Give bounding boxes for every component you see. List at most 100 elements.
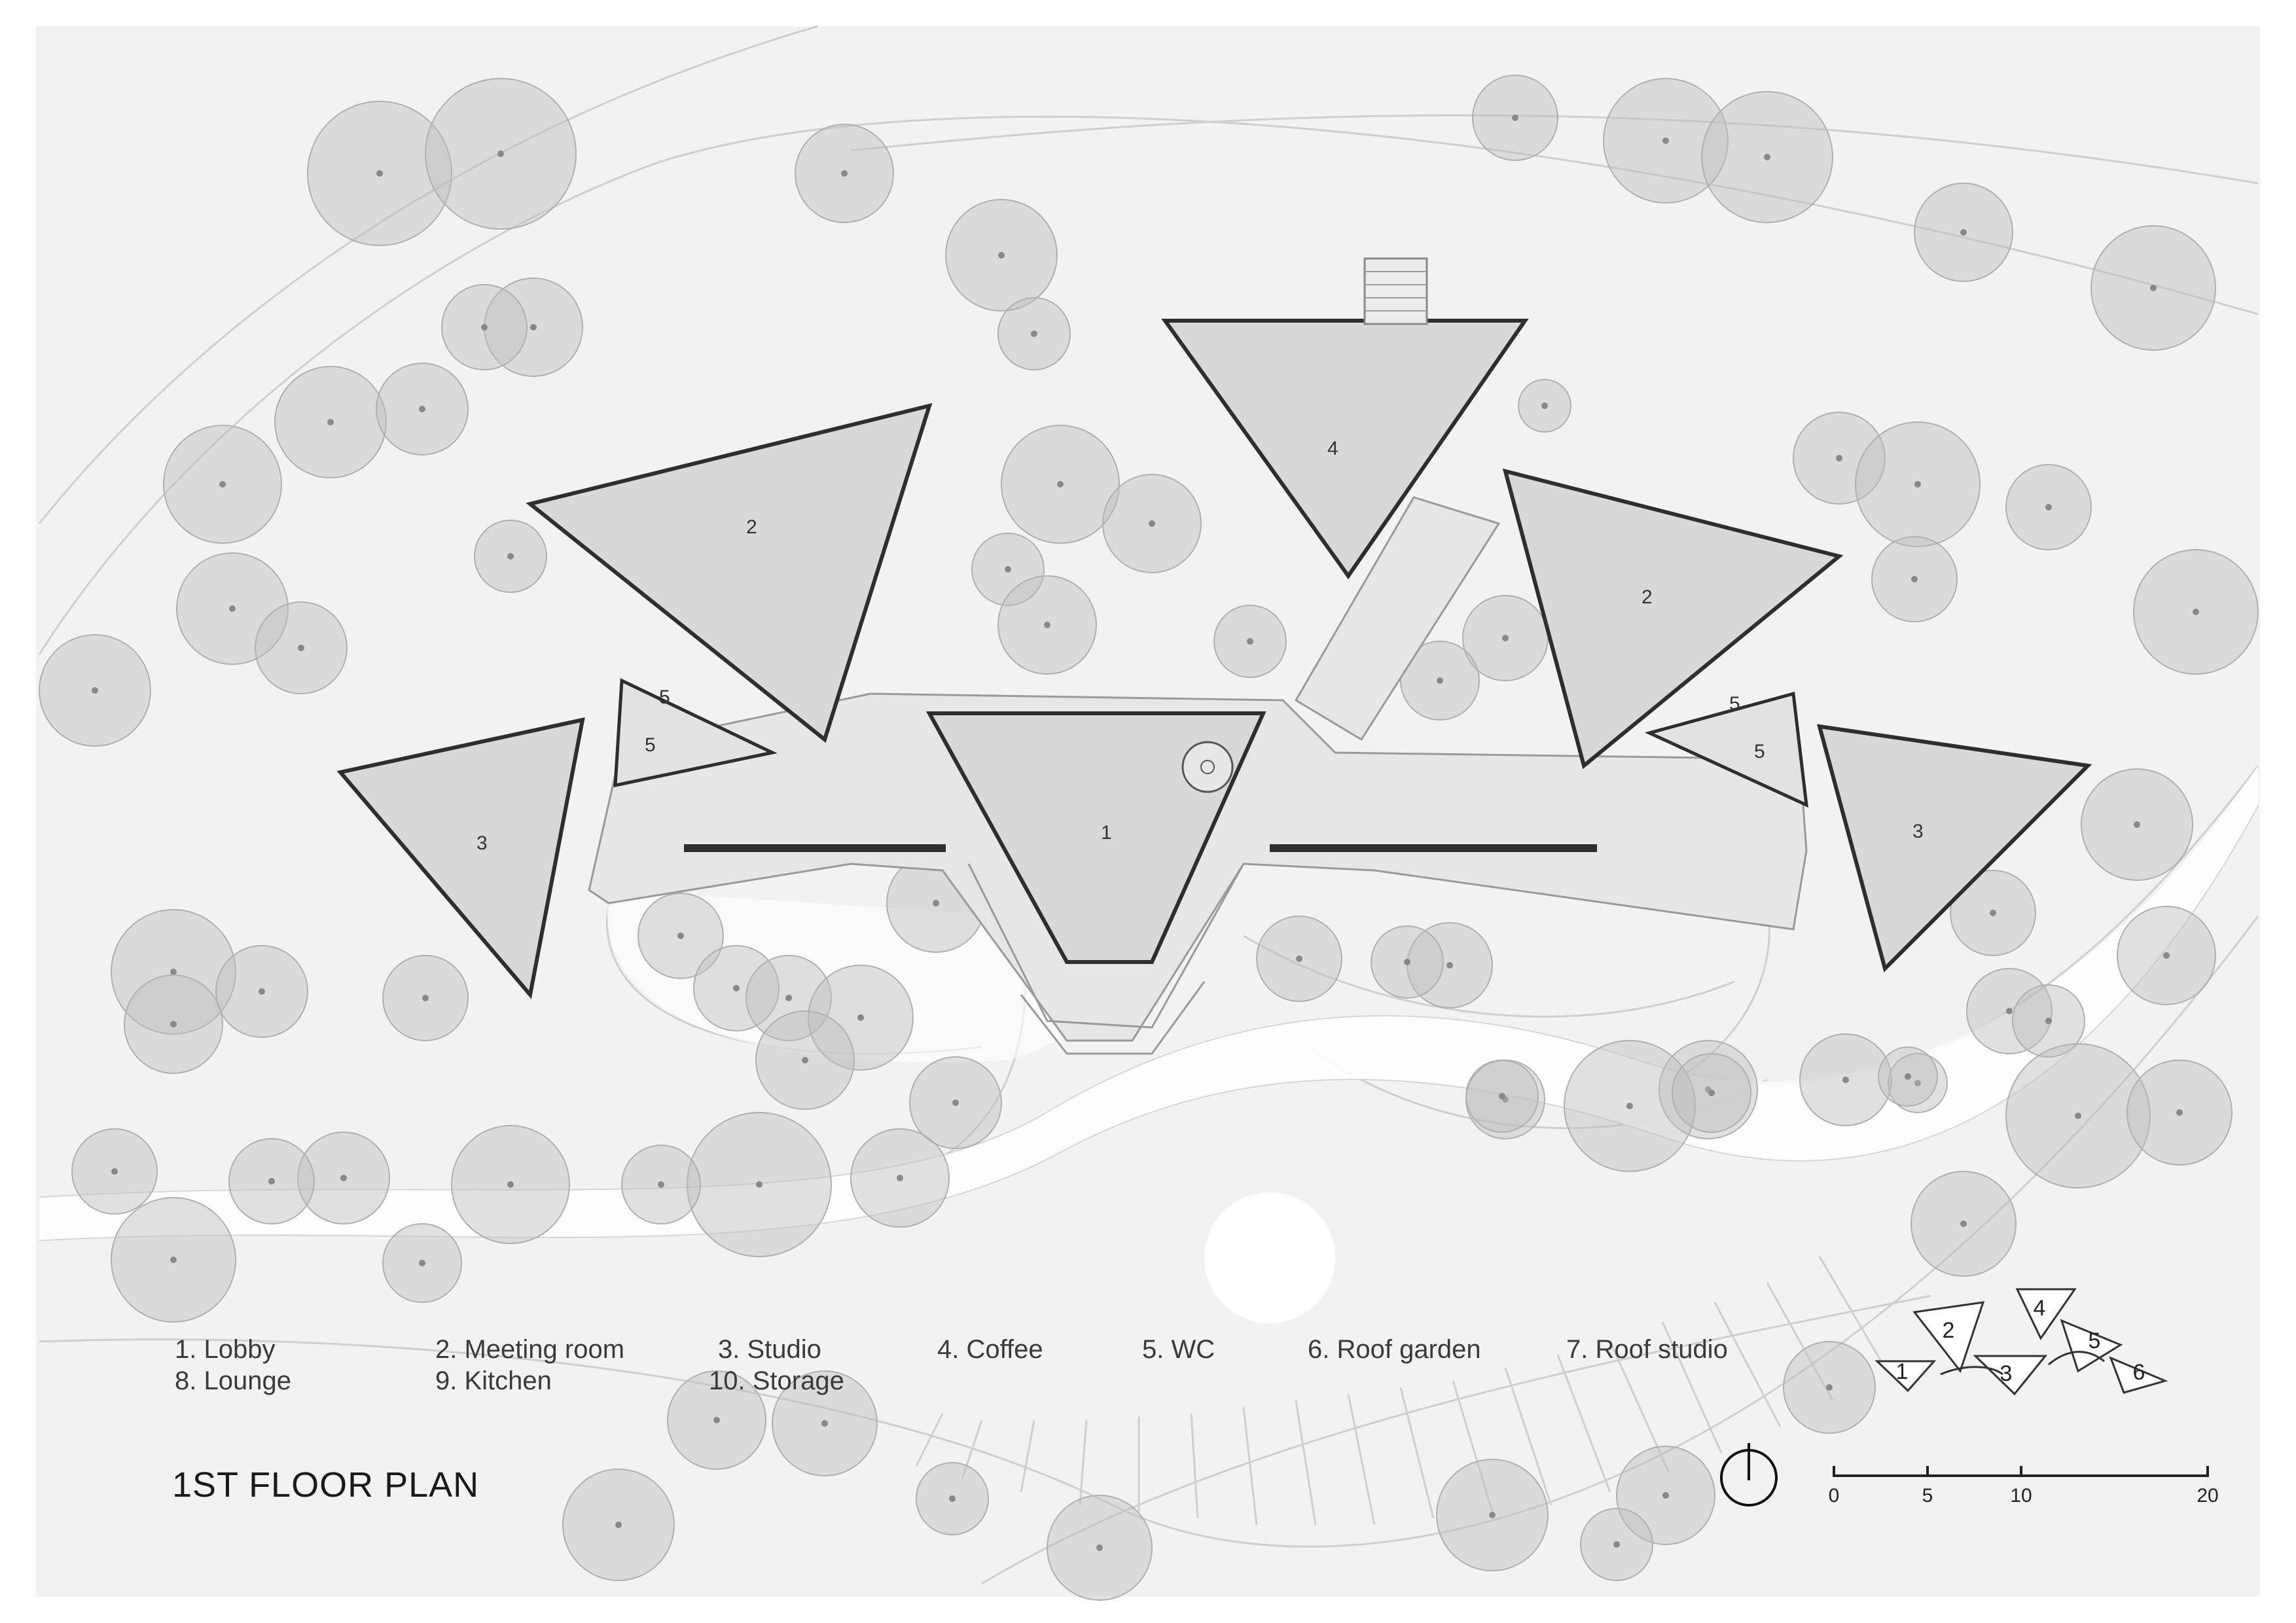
key-plan-label: 2	[1943, 1318, 1955, 1343]
tree-trunk	[419, 406, 425, 412]
tree-trunk	[1541, 402, 1548, 409]
lobby-curb	[967, 863, 1245, 1029]
scale-tick-label: 0	[1829, 1485, 1840, 1507]
room-studio-right	[1816, 724, 2092, 972]
tree-trunk	[1842, 1077, 1849, 1083]
tree-trunk	[327, 419, 334, 425]
wc-right	[1644, 691, 1809, 808]
room-legend: 1. Lobby 2. Meeting room 3. Studio 4. Co…	[173, 1327, 1777, 1406]
key-plan-link	[1940, 1366, 2003, 1376]
tree-trunk	[821, 1420, 828, 1427]
tree-trunk	[1960, 1221, 1967, 1227]
tree-trunk	[1708, 1090, 1715, 1096]
tree-trunk	[802, 1057, 808, 1063]
tree-trunk	[1149, 520, 1155, 527]
tree-trunk	[2176, 1109, 2183, 1116]
spiral-stair-core	[1200, 760, 1215, 774]
tree-trunk	[259, 988, 265, 995]
legend-item-kitchen: 9. Kitchen	[435, 1366, 552, 1395]
tree-trunk	[340, 1175, 347, 1181]
legend-item-wc: 5. WC	[1142, 1335, 1215, 1364]
room-label: 2	[1641, 586, 1653, 608]
tree-trunk	[949, 1495, 956, 1502]
tree-trunk	[422, 995, 429, 1001]
tree-trunk	[170, 969, 177, 975]
room-label: 3	[476, 832, 488, 854]
tree-trunk	[1662, 1492, 1669, 1499]
entry-plaza	[1020, 981, 1206, 1055]
tree-trunk	[2045, 1018, 2052, 1024]
key-plan-label: 1	[1896, 1359, 1909, 1384]
tree-trunk	[170, 1021, 177, 1027]
room-lobby	[925, 711, 1266, 964]
tree-trunk	[1247, 638, 1253, 645]
tree-trunk	[615, 1522, 622, 1528]
tree-trunk	[1662, 137, 1669, 144]
key-plan-label: 3	[2000, 1361, 2013, 1386]
room-label: 5	[1754, 741, 1765, 762]
tree-trunk	[998, 252, 1005, 259]
scale-tick-label: 5	[1922, 1485, 1933, 1507]
tree-trunk	[933, 900, 939, 906]
tree-trunk	[2163, 952, 2170, 959]
tree-trunk	[1626, 1103, 1633, 1109]
scale-bar-labels: 0 5 10 20	[1829, 1485, 2219, 1507]
tree-trunk	[1826, 1384, 1833, 1391]
tree-trunk	[481, 324, 488, 330]
key-plan-link	[2048, 1351, 2105, 1366]
wc-left	[613, 678, 778, 788]
corridor	[588, 692, 1808, 1042]
room-label: 1	[1101, 822, 1112, 844]
tree-trunk	[530, 324, 537, 330]
key-plan-shape-6	[2109, 1356, 2168, 1394]
tree-trunk	[1911, 576, 1918, 582]
trees	[39, 75, 2259, 1601]
room-meeting-left	[526, 402, 933, 743]
tree-trunk	[952, 1099, 959, 1106]
tree-trunk	[268, 1178, 275, 1185]
tree-trunk	[1489, 1512, 1496, 1518]
tree-trunk	[756, 1181, 762, 1188]
tree-trunk	[1613, 1541, 1620, 1548]
legend-item-studio: 3. Studio	[718, 1335, 821, 1364]
tree-trunk	[713, 1417, 720, 1423]
key-plan-label: 4	[2034, 1296, 2046, 1321]
stair-north	[1363, 257, 1428, 325]
key-plan-labels: 1 2 3 4 5 6	[1896, 1296, 2145, 1386]
legend-item-storage: 10. Storage	[709, 1366, 844, 1395]
tree-trunk	[1764, 154, 1770, 160]
courtyard-lawn	[607, 890, 1088, 1062]
tree-trunk	[1914, 481, 1921, 488]
legend-item-coffee: 4. Coffee	[937, 1335, 1043, 1364]
tree-trunk	[170, 1257, 177, 1263]
tree-trunk	[1836, 455, 1842, 461]
tree-trunk	[897, 1175, 903, 1181]
tree-trunk	[419, 1260, 425, 1266]
legend-item-roof-studio: 7. Roof studio	[1566, 1335, 1728, 1364]
tree-trunk	[658, 1181, 664, 1188]
key-plan-label: 5	[2089, 1329, 2101, 1353]
tree-trunk	[229, 605, 236, 612]
north-arrow-icon	[1720, 1443, 1778, 1507]
tree-trunk	[1499, 1093, 1505, 1099]
room-label: 4	[1327, 438, 1338, 459]
scale-tick-label: 20	[2197, 1485, 2218, 1507]
tree-trunk	[1057, 481, 1064, 488]
building	[336, 257, 2092, 1055]
tree-trunk	[677, 933, 684, 939]
key-plan	[1874, 1288, 2168, 1396]
room-label: 3	[1912, 821, 1924, 842]
scale-tick-label: 10	[2010, 1485, 2032, 1507]
key-plan-shape-2	[1912, 1301, 1985, 1374]
tree-trunk	[2134, 821, 2140, 828]
tree-trunk	[219, 481, 226, 488]
tree-trunk	[507, 553, 514, 560]
tree-trunk	[2193, 609, 2199, 615]
tree-trunk	[1437, 677, 1443, 684]
room-label: 5	[1729, 693, 1740, 715]
tree-trunk	[497, 151, 504, 157]
scale-bar	[1833, 1466, 2209, 1477]
room-label: 5	[645, 734, 656, 756]
walkway	[39, 766, 2258, 1240]
